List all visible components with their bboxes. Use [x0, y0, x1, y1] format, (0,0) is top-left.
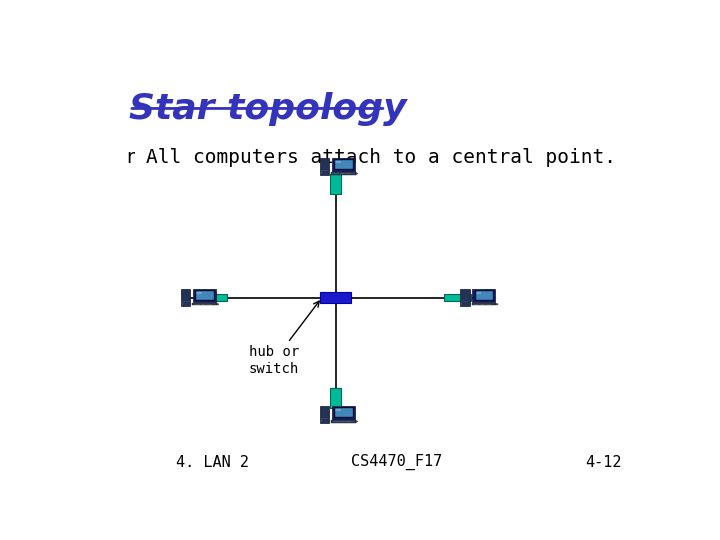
Bar	[461, 301, 469, 302]
Bar	[346, 173, 351, 174]
Text: r: r	[126, 148, 135, 167]
Bar	[335, 161, 341, 163]
Bar	[320, 170, 328, 171]
Bar	[181, 301, 189, 302]
Bar	[320, 420, 322, 422]
Bar	[461, 303, 462, 305]
Bar	[195, 290, 214, 300]
Bar	[195, 290, 214, 300]
Text: CS4470_F17: CS4470_F17	[351, 454, 443, 470]
Bar	[194, 304, 199, 305]
Bar	[333, 421, 338, 422]
Bar	[331, 420, 356, 423]
Text: hub or
switch: hub or switch	[249, 301, 319, 376]
Bar	[334, 159, 353, 169]
Bar	[340, 173, 345, 174]
Bar	[320, 292, 351, 303]
Bar	[193, 289, 216, 302]
Ellipse shape	[355, 173, 358, 174]
Bar	[346, 421, 351, 422]
Bar	[335, 409, 341, 411]
Bar	[472, 303, 496, 306]
Bar	[201, 304, 206, 305]
Bar	[181, 303, 183, 305]
Bar	[207, 304, 212, 305]
Bar	[320, 406, 329, 423]
Bar	[476, 289, 482, 291]
Bar	[320, 158, 329, 176]
Bar	[480, 304, 485, 305]
Bar	[200, 294, 227, 301]
Bar	[474, 304, 479, 305]
Bar	[320, 172, 322, 174]
Ellipse shape	[495, 303, 498, 305]
Bar	[192, 303, 217, 306]
Bar	[332, 158, 355, 172]
Bar	[196, 292, 202, 294]
Bar	[330, 388, 341, 408]
Bar	[474, 290, 493, 300]
Bar	[331, 172, 356, 174]
Bar	[334, 407, 353, 417]
Bar	[340, 421, 345, 422]
Bar	[475, 292, 481, 294]
Text: 4. LAN 2: 4. LAN 2	[176, 455, 249, 470]
Text: Star topology: Star topology	[129, 92, 407, 126]
Text: All computers attach to a central point.: All computers attach to a central point.	[145, 148, 616, 167]
Bar	[444, 294, 471, 301]
Bar	[332, 406, 355, 420]
Bar	[472, 289, 495, 302]
Bar	[181, 289, 190, 306]
Bar	[334, 159, 353, 169]
Bar	[333, 173, 338, 174]
Bar	[460, 289, 470, 306]
Bar	[487, 304, 491, 305]
Text: 4-12: 4-12	[585, 455, 621, 470]
Bar	[336, 159, 342, 160]
Bar	[320, 418, 328, 419]
Bar	[197, 289, 203, 291]
Bar	[336, 407, 342, 408]
Bar	[334, 407, 353, 417]
Bar	[474, 290, 493, 300]
Ellipse shape	[355, 421, 358, 422]
Bar	[330, 174, 341, 194]
Ellipse shape	[216, 303, 219, 305]
